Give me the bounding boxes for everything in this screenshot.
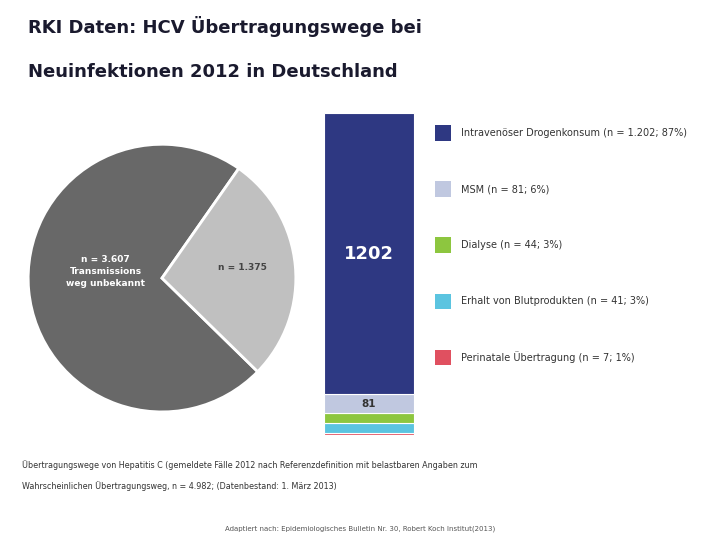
Bar bbox=[324, 433, 413, 435]
Text: Übertragungswege von Hepatitis C (gemeldete Fälle 2012 nach Referenzdefinition m: Übertragungswege von Hepatitis C (gemeld… bbox=[22, 460, 477, 470]
Text: Wahrscheinlichen Übertragungsweg, n = 4.982; (Datenbestand: 1. März 2013): Wahrscheinlichen Übertragungsweg, n = 4.… bbox=[22, 481, 336, 491]
Bar bbox=[435, 294, 451, 309]
Wedge shape bbox=[162, 168, 296, 372]
Text: Perinatale Übertragung (n = 7; 1%): Perinatale Übertragung (n = 7; 1%) bbox=[461, 352, 634, 363]
Bar bbox=[324, 394, 413, 413]
Text: 1202: 1202 bbox=[344, 245, 394, 263]
Text: MSM (n = 81; 6%): MSM (n = 81; 6%) bbox=[461, 184, 549, 194]
Text: n = 3.607
Transmissions
weg unbekannt: n = 3.607 Transmissions weg unbekannt bbox=[66, 255, 145, 288]
Bar bbox=[435, 125, 451, 140]
Text: RKI Daten: HCV Übertragungswege bei: RKI Daten: HCV Übertragungswege bei bbox=[28, 16, 422, 37]
Bar bbox=[324, 423, 413, 433]
Bar bbox=[435, 238, 451, 253]
Text: Dialyse (n = 44; 3%): Dialyse (n = 44; 3%) bbox=[461, 240, 562, 250]
Text: Intravenöser Drogenkonsum (n = 1.202; 87%): Intravenöser Drogenkonsum (n = 1.202; 87… bbox=[461, 128, 687, 138]
Text: Adaptiert nach: Epidemiologisches Bulletin Nr. 30, Robert Koch Institut(2013): Adaptiert nach: Epidemiologisches Bullet… bbox=[225, 526, 495, 532]
Text: Erhalt von Blutprodukten (n = 41; 3%): Erhalt von Blutprodukten (n = 41; 3%) bbox=[461, 296, 649, 306]
Bar bbox=[324, 113, 413, 394]
Wedge shape bbox=[28, 144, 258, 412]
Bar bbox=[435, 350, 451, 365]
Text: Neuinfektionen 2012 in Deutschland: Neuinfektionen 2012 in Deutschland bbox=[28, 63, 397, 80]
Bar bbox=[435, 181, 451, 197]
Bar bbox=[324, 413, 413, 423]
Text: n = 1.375: n = 1.375 bbox=[218, 263, 266, 272]
Text: 81: 81 bbox=[361, 399, 377, 409]
